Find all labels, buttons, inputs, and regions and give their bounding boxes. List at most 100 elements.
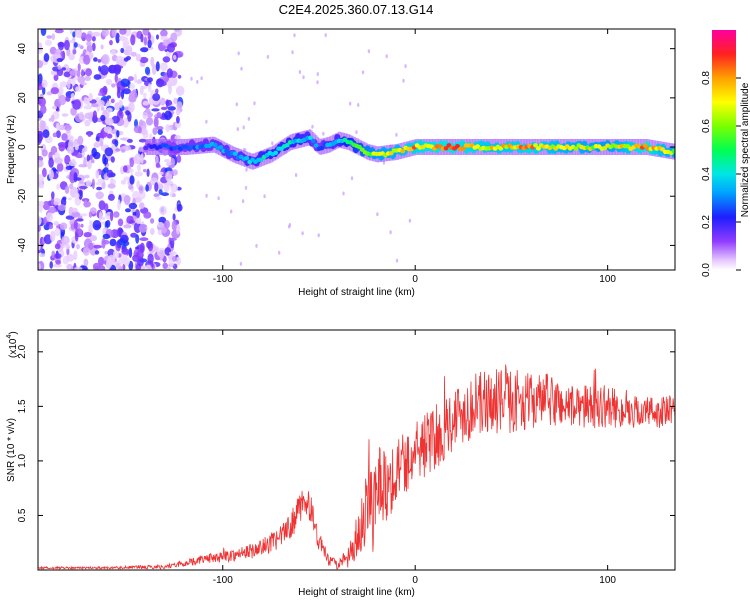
spectrogram-noise-blob	[38, 48, 43, 54]
spectrogram-noise-speck	[291, 50, 294, 55]
spectrogram-ridge-core	[642, 143, 648, 148]
spectrogram-noise-speck	[385, 54, 388, 59]
spectrogram-noise-blob	[169, 170, 174, 175]
spectrogram-noise-blob	[118, 99, 123, 109]
spectrogram-noise-blob	[96, 186, 103, 191]
spectrogram-ridge-core	[284, 143, 290, 148]
spectrogram-noise-blob	[78, 111, 84, 121]
spectrogram-noise-blob	[54, 29, 64, 34]
spectrogram-noise-blob	[75, 86, 82, 92]
spectrogram-noise-speck	[357, 103, 360, 107]
spectrogram-noise-blob	[38, 179, 43, 189]
spectrogram-noise-blob	[142, 100, 150, 106]
spectrogram-noise-blob	[53, 263, 62, 268]
spectrogram-noise-blob	[145, 264, 152, 270]
spectrogram-frame	[37, 28, 676, 271]
spectrogram-noise-blob	[74, 42, 78, 48]
spectrogram-noise-blob	[159, 97, 166, 106]
spectrogram-noise-blob	[69, 70, 78, 76]
spectrogram-noise-blob	[174, 121, 182, 128]
spectrogram-noise-blob	[105, 144, 109, 148]
colorbar-label: Normalized spectral amplitude	[740, 82, 750, 217]
spectrogram-noise-blob	[55, 259, 62, 265]
spectrogram-noise-speck	[342, 191, 345, 196]
spectrogram-ridge-core	[258, 157, 264, 162]
spectrogram-noise-blob	[128, 168, 134, 173]
snr-x-tick-label: 100	[599, 575, 616, 586]
spectrogram-noise-speck	[266, 54, 270, 59]
spectrogram-noise-blob	[161, 192, 169, 197]
spectrogram-noise-blob	[152, 245, 160, 252]
spectrogram-noise-blob	[100, 114, 106, 122]
spectrogram-noise-blob	[109, 238, 117, 247]
spectrogram-noise-blob	[116, 130, 120, 138]
spectrogram-noise-blob	[57, 204, 66, 212]
spectrogram-noise-blob	[42, 129, 50, 139]
spectrogram-noise-blob	[119, 137, 127, 141]
spectrogram-noise-blob	[114, 73, 119, 83]
spectrogram-noise-blob	[162, 262, 168, 269]
spectrogram-noise-blob	[89, 235, 97, 242]
spectrogram-noise-blob	[135, 53, 142, 62]
spectrogram-noise-blob	[80, 82, 87, 86]
spectrogram-noise-blob	[145, 184, 149, 192]
spectrogram-ridge-core	[359, 147, 365, 152]
spectrogram-noise-blob	[101, 29, 109, 37]
spectrogram-noise-speck	[404, 64, 407, 69]
spectrogram-noise-blob	[80, 69, 85, 77]
spectrogram-noise-blob	[50, 114, 55, 123]
spectrogram-noise-blob	[113, 64, 122, 74]
spectrogram-noise-blob	[106, 169, 114, 178]
spectrogram-noise-blob	[173, 54, 177, 60]
spectrogram-noise-blob	[150, 56, 155, 67]
spectrogram-noise-blob	[129, 83, 136, 90]
spectrogram-ridge-core	[460, 146, 466, 151]
snr-frame	[37, 329, 676, 571]
snr-scale-base: (x10	[8, 338, 19, 358]
spectrogram-noise-blob	[173, 97, 178, 105]
snr-panel: -100 0 100 0.5 1.0 1.5 2.0 Height of straight…	[6, 329, 676, 598]
spectrogram-noise-blob	[135, 246, 140, 250]
spectrogram-noise-blob	[139, 202, 145, 210]
spectrogram-noise-blob	[92, 262, 102, 270]
spectrogram-noise-blob	[137, 126, 142, 134]
spectrogram-noise-blob	[160, 76, 167, 80]
spectrogram-noise-blob	[42, 167, 47, 178]
spectrogram-noise-blob	[84, 199, 88, 208]
spectrogram-noise-blob	[136, 163, 142, 172]
spectrogram-noise-blob	[38, 73, 43, 84]
spectrogram-noise-blob	[105, 220, 111, 228]
spectrogram-ridge-core	[536, 146, 541, 151]
spectrogram-noise-speck	[263, 194, 266, 199]
spectrogram-noise-blob	[175, 256, 181, 266]
spectrogram-noise-blob	[170, 183, 178, 193]
spectrogram-noise-speck	[237, 51, 240, 56]
spectrogram-noise-blob	[123, 194, 131, 206]
spectrogram-noise-blob	[147, 39, 152, 49]
spectrogram-noise-speck	[301, 231, 304, 236]
spectrogram-noise-speck	[230, 209, 233, 214]
spectrogram-noise-speck	[395, 132, 398, 137]
spectrogram-noise-blob	[56, 162, 64, 172]
spectrogram-noise-blob	[114, 139, 119, 147]
spectrogram-noise-blob	[110, 156, 115, 163]
spectrogram-noise-blob	[38, 97, 46, 107]
spectrogram-noise-blob	[173, 29, 181, 32]
spectrogram-noise-blob	[74, 266, 83, 270]
spectrogram-noise-blob	[72, 212, 80, 217]
spectrogram-noise-blob	[54, 243, 61, 250]
spectrogram-noise-blob	[74, 232, 79, 242]
spectrogram-noise-blob	[92, 31, 101, 37]
spectrogram-y-tick-label: -40	[17, 238, 28, 253]
spectrogram-noise-blob	[138, 223, 148, 233]
spectrogram-noise-blob	[140, 47, 149, 53]
spectrogram-noise-blob	[134, 171, 144, 177]
spectrogram-noise-blob	[159, 45, 168, 50]
spectrogram-noise-blob	[143, 211, 152, 219]
spectrogram-noise-blob	[128, 247, 133, 258]
spectrogram-noise-blob	[160, 106, 168, 111]
spectrogram-noise-blob	[53, 221, 59, 226]
spectrogram-noise-blob	[140, 128, 148, 135]
spectrogram-noise-blob	[146, 240, 153, 249]
spectrogram-noise-blob	[79, 185, 88, 190]
